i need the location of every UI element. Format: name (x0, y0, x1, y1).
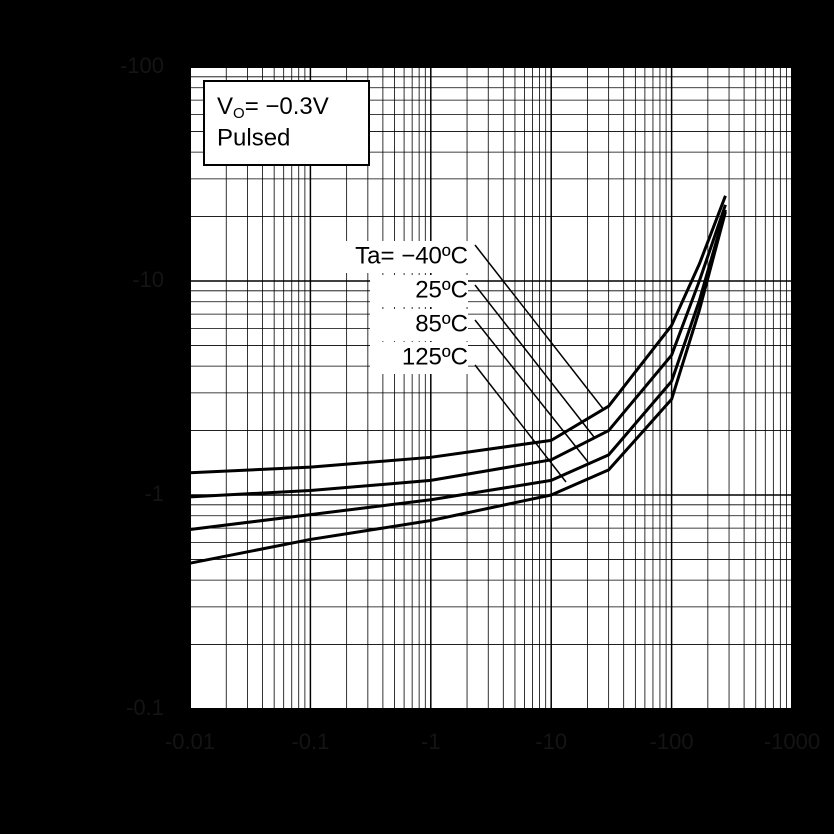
legend-label: 85ºC (415, 310, 468, 337)
legend-label-bg (370, 309, 468, 341)
condition-symbol: V (217, 93, 233, 120)
y-tick-label: -1 (144, 481, 164, 506)
grid (189, 66, 793, 710)
leader-line (474, 244, 605, 411)
leader-line (474, 284, 595, 438)
condition-note: Pulsed (217, 124, 290, 151)
x-tick-label: -10 (535, 729, 567, 754)
legend-label-bg (318, 241, 468, 273)
series-line (189, 211, 727, 565)
x-tick-label: -1000 (764, 729, 820, 754)
series-group (189, 195, 727, 565)
leader-line (474, 364, 567, 483)
series-line (189, 204, 727, 499)
legend-label-bg (370, 275, 468, 307)
plot-area (190, 67, 792, 709)
condition-value: = −0.3V (245, 93, 329, 120)
series-line (189, 195, 727, 475)
y-tick-label: -0.1 (126, 695, 164, 720)
leader-line (474, 319, 589, 463)
plot-frame (189, 66, 793, 710)
series-line (189, 209, 727, 531)
condition-subscript: O (233, 105, 245, 122)
x-tick-label: -0.1 (291, 729, 329, 754)
x-tick-label: -0.01 (165, 729, 215, 754)
legend-label-bg (370, 342, 468, 374)
condition-box (203, 80, 370, 166)
legend-label: Ta= −40ºC (355, 242, 468, 269)
legend-label: 25ºC (415, 276, 468, 303)
y-tick-label: -10 (132, 267, 164, 292)
x-tick-label: -1 (421, 729, 441, 754)
condition-text: VO= −0.3V (217, 93, 329, 122)
x-tick-label: -100 (650, 729, 694, 754)
legend-label: 125ºC (402, 343, 468, 370)
y-tick-label: -100 (120, 53, 164, 78)
